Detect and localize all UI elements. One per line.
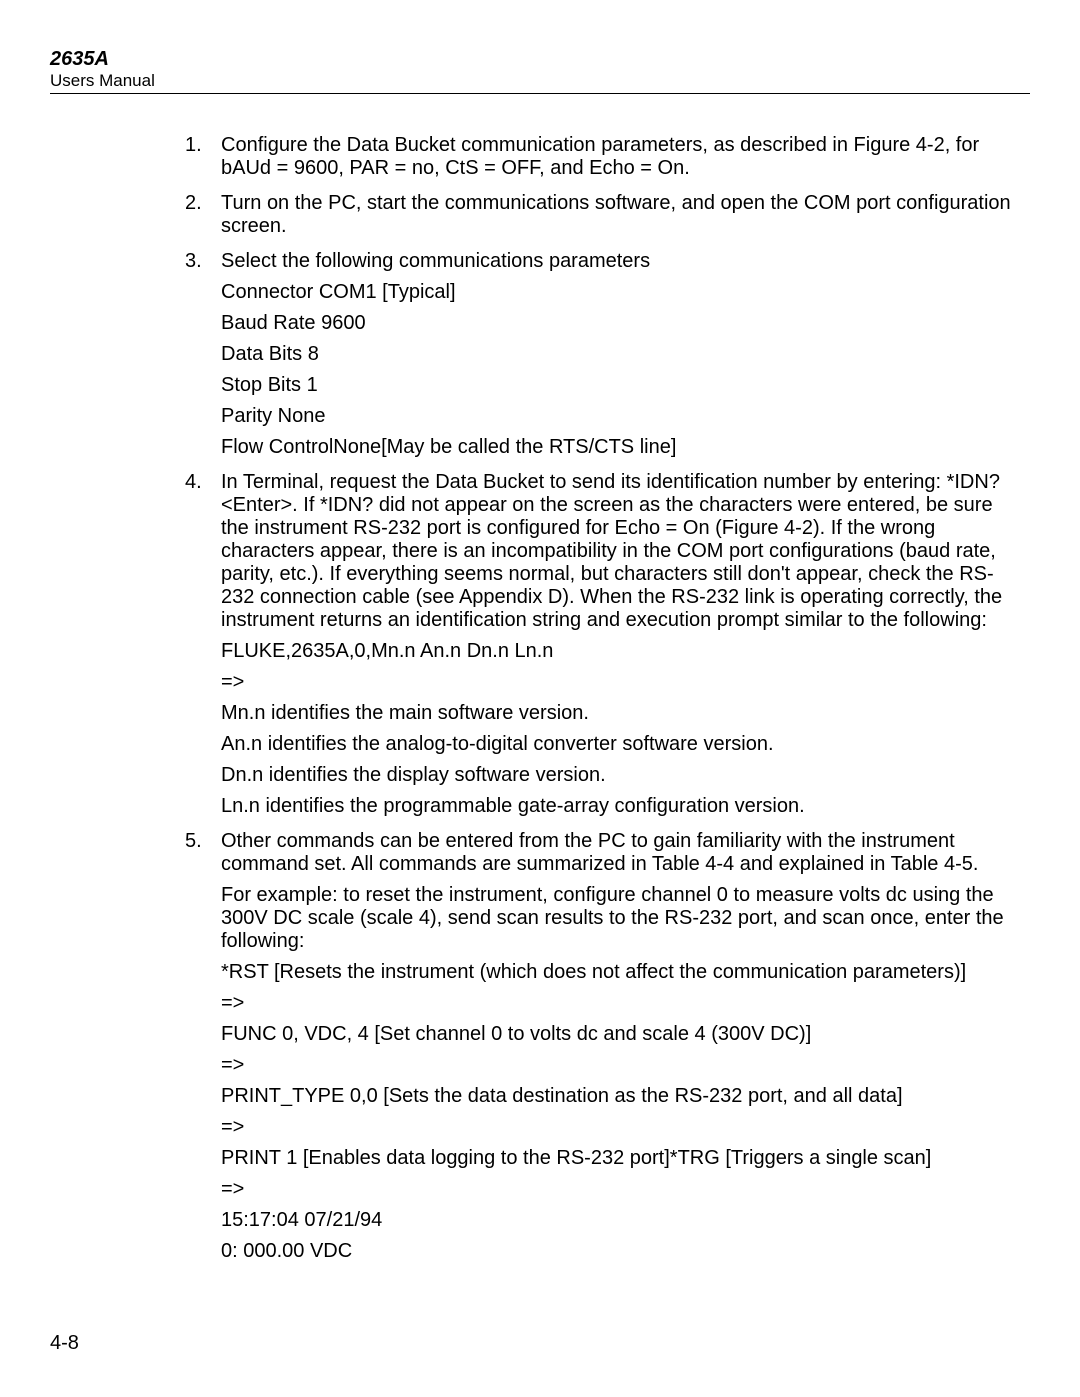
instruction-list: 1. Configure the Data Bucket communicatio… xyxy=(185,134,1025,1263)
list-item: 1. Configure the Data Bucket communicatio… xyxy=(185,134,1025,180)
list-subline: 0: 000.00 VDC xyxy=(221,1240,1025,1263)
list-subline: 15:17:04 07/21/94 xyxy=(221,1209,1025,1232)
list-subline: Baud Rate 9600 xyxy=(221,312,1025,335)
page-number: 4-8 xyxy=(50,1332,79,1354)
list-item: 2. Turn on the PC, start the communicatio… xyxy=(185,192,1025,238)
list-subline: An.n identifies the analog-to-digital co… xyxy=(221,733,1025,756)
list-subline: Parity None xyxy=(221,405,1025,428)
list-number: 1. xyxy=(185,134,202,157)
list-subline: => xyxy=(221,992,1025,1015)
list-item: 4. In Terminal, request the Data Bucket t… xyxy=(185,471,1025,818)
list-paragraph: Other commands can be entered from the P… xyxy=(221,830,1025,876)
list-number: 3. xyxy=(185,250,202,273)
list-subline: Mn.n identifies the main software versio… xyxy=(221,702,1025,725)
list-subline: => xyxy=(221,1116,1025,1139)
list-subline: PRINT 1 [Enables data logging to the RS-… xyxy=(221,1147,1025,1170)
list-item: 5. Other commands can be entered from the… xyxy=(185,830,1025,1263)
list-number: 5. xyxy=(185,830,202,853)
list-subline: Dn.n identifies the display software ver… xyxy=(221,764,1025,787)
list-number: 4. xyxy=(185,471,202,494)
list-subline: *RST [Resets the instrument (which does … xyxy=(221,961,1025,984)
list-subline: For example: to reset the instrument, co… xyxy=(221,884,1025,953)
list-subline: Connector COM1 [Typical] xyxy=(221,281,1025,304)
header-subtitle: Users Manual xyxy=(50,71,1030,91)
page-header: 2635A Users Manual xyxy=(50,48,1030,94)
list-subline: => xyxy=(221,1054,1025,1077)
list-subline: => xyxy=(221,1178,1025,1201)
list-subline: => xyxy=(221,671,1025,694)
list-paragraph: In Terminal, request the Data Bucket to … xyxy=(221,471,1025,632)
list-number: 2. xyxy=(185,192,202,215)
list-subline: FLUKE,2635A,0,Mn.n An.n Dn.n Ln.n xyxy=(221,640,1025,663)
list-subline: Data Bits 8 xyxy=(221,343,1025,366)
list-subline: FUNC 0, VDC, 4 [Set channel 0 to volts d… xyxy=(221,1023,1025,1046)
list-paragraph: Configure the Data Bucket communication … xyxy=(221,134,1025,180)
manual-page: 2635A Users Manual 1. Configure the Data … xyxy=(0,0,1080,1397)
list-subline: Flow ControlNone[May be called the RTS/C… xyxy=(221,436,1025,459)
list-item: 3. Select the following communications pa… xyxy=(185,250,1025,459)
header-model: 2635A xyxy=(50,48,1030,71)
page-content: 1. Configure the Data Bucket communicatio… xyxy=(185,134,1025,1263)
list-paragraph: Select the following communications para… xyxy=(221,250,1025,273)
list-paragraph: Turn on the PC, start the communications… xyxy=(221,192,1025,238)
list-subline: PRINT_TYPE 0,0 [Sets the data destinatio… xyxy=(221,1085,1025,1108)
list-subline: Ln.n identifies the programmable gate-ar… xyxy=(221,795,1025,818)
page-footer: 4-8 xyxy=(50,1332,79,1355)
list-subline: Stop Bits 1 xyxy=(221,374,1025,397)
